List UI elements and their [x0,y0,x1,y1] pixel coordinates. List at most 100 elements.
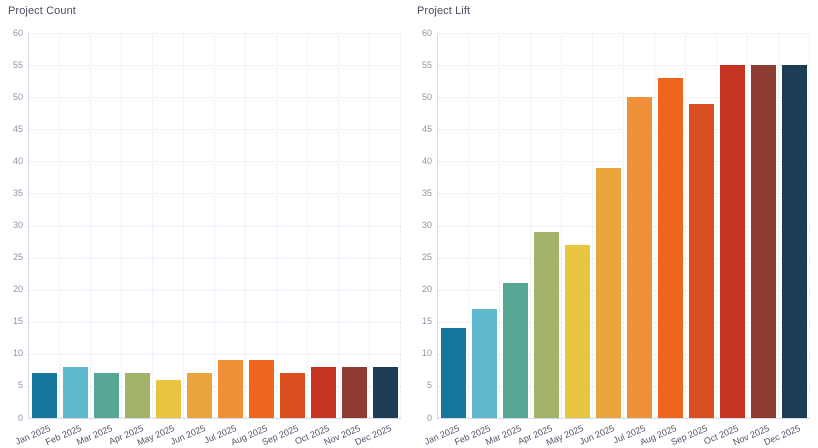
y-axis-tick-label: 25 [12,252,23,263]
bar-dec-2025[interactable] [373,366,398,418]
gridline-horizontal [29,161,401,163]
gridline-horizontal [438,97,810,99]
gridline-vertical [90,33,91,418]
y-axis-tick-label: 40 [421,155,432,166]
gridline-horizontal [29,129,401,131]
y-axis-tick-label: 0 [426,412,432,423]
chart-panel-project-count: Project Count 0 5 10 15 20 25 30 35 40 45 50 55 60 Ja… [0,0,409,448]
y-axis-tick-label: 30 [12,220,23,230]
gridline-horizontal [29,385,401,387]
y-axis-tick-label: 0 [17,412,23,423]
bar-sep-2025[interactable] [280,373,305,418]
gridline-vertical [716,33,717,418]
bar-mar-2025[interactable] [94,373,119,418]
y-axis-tick-label: 60 [421,27,432,38]
y-axis-tick-label: 45 [421,123,432,134]
gridline-horizontal [29,97,401,99]
gridline-vertical [369,33,370,418]
y-axis-tick-label: 5 [426,380,432,391]
gridline-vertical [307,33,308,418]
gridline-vertical [623,33,624,418]
gridline-vertical [530,33,531,418]
bar-chart-project-lift: 0 5 10 15 20 25 30 35 40 45 50 55 60 Jan 2025 Feb 2025… [422,28,810,448]
gridline-vertical [499,33,500,418]
bar-dec-2025[interactable] [782,65,807,418]
bar-feb-2025[interactable] [63,366,88,418]
bar-feb-2025[interactable] [472,308,497,418]
bar-jul-2025[interactable] [218,360,243,418]
bar-jun-2025[interactable] [596,167,621,418]
gridline-vertical [592,33,593,418]
gridline-vertical [245,33,246,418]
bar-apr-2025[interactable] [534,231,559,418]
y-axis-tick-label: 50 [12,91,23,102]
gridline-horizontal [29,33,401,34]
y-axis-tick-label: 25 [421,252,432,263]
gridline-horizontal [438,385,810,387]
y-axis-tick-label: 35 [12,187,23,198]
gridline-vertical [183,33,184,418]
gridline-horizontal [438,65,810,67]
y-axis-tick-label: 5 [17,380,23,391]
bar-jul-2025[interactable] [627,97,652,418]
gridline-vertical [338,33,339,418]
gridline-vertical [400,33,401,418]
chart-panel-project-lift: Project Lift 0 5 10 15 20 25 30 35 40 45 50 55 60 Jan… [409,0,818,448]
chart-title-project-lift: Project Lift [417,5,471,17]
y-axis-tick-label: 20 [421,284,432,295]
bar-nov-2025[interactable] [342,366,367,418]
gridline-horizontal [29,353,401,355]
gridline-vertical [809,33,810,418]
x-axis-tick-label: Jun 2025 [577,423,616,447]
bar-may-2025[interactable] [565,244,590,418]
gridline-vertical [654,33,655,418]
gridline-vertical [214,33,215,418]
bar-sep-2025[interactable] [689,103,714,418]
bar-mar-2025[interactable] [503,283,528,418]
gridline-horizontal [438,289,810,291]
gridline-horizontal [438,129,810,131]
bar-aug-2025[interactable] [249,360,274,418]
gridline-vertical [468,33,469,418]
gridline-vertical [152,33,153,418]
bar-jan-2025[interactable] [441,328,466,418]
bar-may-2025[interactable] [156,379,181,418]
gridline-horizontal [29,225,401,227]
gridline-horizontal [438,225,810,227]
gridline-vertical [276,33,277,418]
gridline-horizontal [438,33,810,34]
bar-aug-2025[interactable] [658,77,683,418]
gridline-horizontal [29,193,401,195]
gridline-horizontal [438,193,810,195]
x-axis-tick-label: Jun 2025 [168,423,207,447]
bar-oct-2025[interactable] [720,65,745,418]
y-axis-tick-label: 35 [421,187,432,198]
gridline-vertical [778,33,779,418]
gridline-horizontal [29,321,401,323]
y-axis-tick-label: 20 [12,284,23,295]
y-axis-tick-label: 10 [12,348,23,359]
bar-apr-2025[interactable] [125,373,150,418]
bar-jan-2025[interactable] [32,373,57,418]
y-axis-tick-label: 45 [12,123,23,134]
gridline-horizontal [29,65,401,67]
chart-title-project-count: Project Count [8,5,76,17]
gridline-horizontal [438,353,810,355]
bar-oct-2025[interactable] [311,366,336,418]
gridline-horizontal [29,257,401,259]
gridline-vertical [59,33,60,418]
gridline-vertical [561,33,562,418]
gridline-horizontal [29,289,401,291]
y-axis-tick-label: 60 [12,27,23,38]
y-axis-tick-label: 55 [12,59,23,70]
gridline-horizontal [438,257,810,259]
y-axis-tick-label: 15 [421,316,432,327]
y-axis-tick-label: 40 [12,155,23,166]
bar-nov-2025[interactable] [751,65,776,418]
bar-chart-project-count: 0 5 10 15 20 25 30 35 40 45 50 55 60 Jan 2025 Feb 2025… [13,28,401,448]
gridline-horizontal [438,321,810,323]
y-axis-tick-label: 10 [421,348,432,359]
gridline-horizontal [438,161,810,163]
bar-jun-2025[interactable] [187,373,212,418]
